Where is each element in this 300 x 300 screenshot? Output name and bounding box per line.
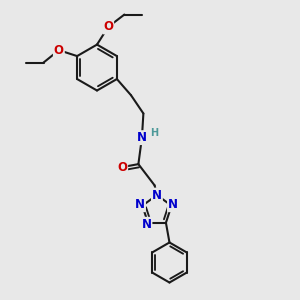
Text: N: N (168, 198, 178, 211)
Text: H: H (150, 128, 158, 138)
Text: N: N (135, 198, 145, 211)
Text: N: N (137, 131, 147, 144)
Text: O: O (54, 44, 64, 57)
Text: N: N (152, 189, 162, 202)
Text: O: O (117, 160, 127, 174)
Text: O: O (103, 20, 113, 33)
Text: N: N (142, 218, 152, 231)
